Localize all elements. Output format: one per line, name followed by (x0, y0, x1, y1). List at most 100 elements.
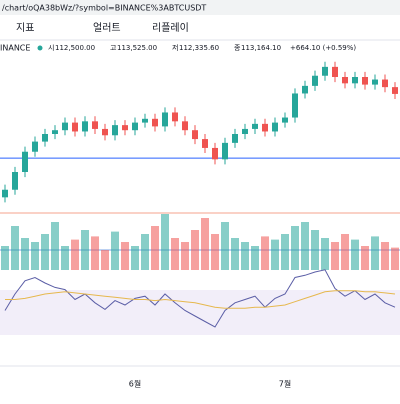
candle-body (42, 134, 48, 142)
candle-body (222, 142, 228, 160)
volume-bar (11, 226, 19, 270)
volume-bar (101, 250, 109, 270)
candle-body (182, 121, 188, 131)
volume-bar (131, 246, 139, 270)
volume-bar (191, 230, 199, 270)
volume-bar (311, 230, 319, 270)
volume-bar (381, 242, 389, 270)
ohlc-label: 저 (172, 43, 178, 52)
candle-body (142, 118, 148, 123)
candle-body (202, 139, 208, 148)
volume-bar (181, 242, 189, 270)
symbol: INANCE (0, 44, 30, 53)
rsi-line (5, 290, 396, 309)
candle-body (272, 122, 278, 132)
candle-body (92, 121, 98, 129)
volume-bar (291, 226, 299, 270)
candle-body (72, 122, 78, 132)
x-tick-label: 7월 (279, 379, 291, 389)
volume-bar (71, 239, 79, 270)
candle-body (82, 121, 88, 132)
candle-body (132, 122, 138, 131)
volume-bar (281, 234, 289, 270)
candle-body (312, 75, 318, 86)
ohlc-label: 고 (110, 44, 117, 52)
volume-bar (61, 246, 69, 270)
volume-bar (321, 238, 329, 270)
volume-bar (211, 234, 219, 270)
volume-bar (221, 222, 229, 270)
candle-body (382, 79, 388, 88)
candle-body (342, 77, 348, 84)
candle-body (102, 128, 108, 136)
volume-bar (141, 234, 149, 270)
ohlc-value: 112,500.00 (55, 44, 95, 52)
volume-bar (91, 236, 99, 270)
volume-bar (151, 226, 159, 270)
volume-bar (261, 236, 269, 270)
candle-body (2, 189, 8, 198)
candle-body (242, 128, 248, 134)
rsi-band (0, 290, 400, 335)
volume-bar (331, 242, 339, 270)
candle-body (212, 147, 218, 160)
candle-body (62, 122, 68, 131)
candle-body (352, 77, 358, 84)
candle-body (302, 85, 308, 94)
volume-bar (251, 246, 259, 270)
candle-body (292, 93, 298, 118)
volume-bar (371, 236, 379, 270)
toolbar-item[interactable]: 리플레이 (152, 22, 189, 34)
volume-bar (1, 246, 9, 270)
candle-body (372, 79, 378, 85)
volume-bar (271, 239, 279, 270)
change: +664.10 (+0.59%) (290, 44, 356, 52)
candle-body (232, 134, 238, 143)
volume-bar (171, 238, 179, 270)
ohlc-value: 112,335.60 (179, 44, 219, 52)
ohlc-value: 113,164.10 (241, 44, 281, 52)
volume-bar (301, 222, 309, 270)
ohlc-label: 종 (234, 44, 241, 52)
candle-body (152, 118, 158, 127)
volume-bar (31, 242, 39, 270)
candle-body (192, 130, 198, 140)
url[interactable]: /chart/oQA38bWz/?symbol=BINANCE%3ABTCUSD… (2, 4, 206, 13)
volume-bar (361, 246, 369, 270)
candle-body (162, 112, 168, 127)
toolbar-item[interactable]: 얼러트 (93, 22, 121, 34)
volume-bar (111, 231, 119, 270)
candle-body (392, 87, 398, 94)
candle-body (112, 125, 118, 136)
candle-body (122, 125, 128, 131)
volume-bar (41, 234, 49, 270)
volume-bar (341, 234, 349, 270)
volume-bar (351, 239, 359, 270)
candle-body (322, 66, 328, 76)
toolbar (0, 15, 400, 40)
address-bar (0, 0, 400, 15)
ohlc-value: 113,525.00 (117, 44, 157, 52)
rsi-line (4, 269, 396, 328)
candle-body (22, 151, 28, 172)
status-dot (37, 45, 43, 51)
candle-body (32, 141, 38, 152)
volume-bar (391, 247, 399, 270)
candle-body (262, 123, 268, 132)
x-tick-label: 6월 (129, 379, 141, 389)
candle-body (172, 112, 178, 122)
volume-bar (121, 242, 129, 270)
ohlc-label: 시 (48, 44, 54, 52)
toolbar-item[interactable]: 지표 (16, 22, 34, 34)
candle-body (362, 77, 368, 85)
candle-body (52, 130, 58, 134)
volume-bar (161, 214, 169, 270)
candle-body (332, 66, 338, 77)
volume-bar (51, 222, 59, 270)
volume-bar (241, 242, 249, 270)
volume-bar (231, 238, 239, 270)
volume-bar (21, 238, 29, 270)
volume-bar (81, 230, 89, 270)
